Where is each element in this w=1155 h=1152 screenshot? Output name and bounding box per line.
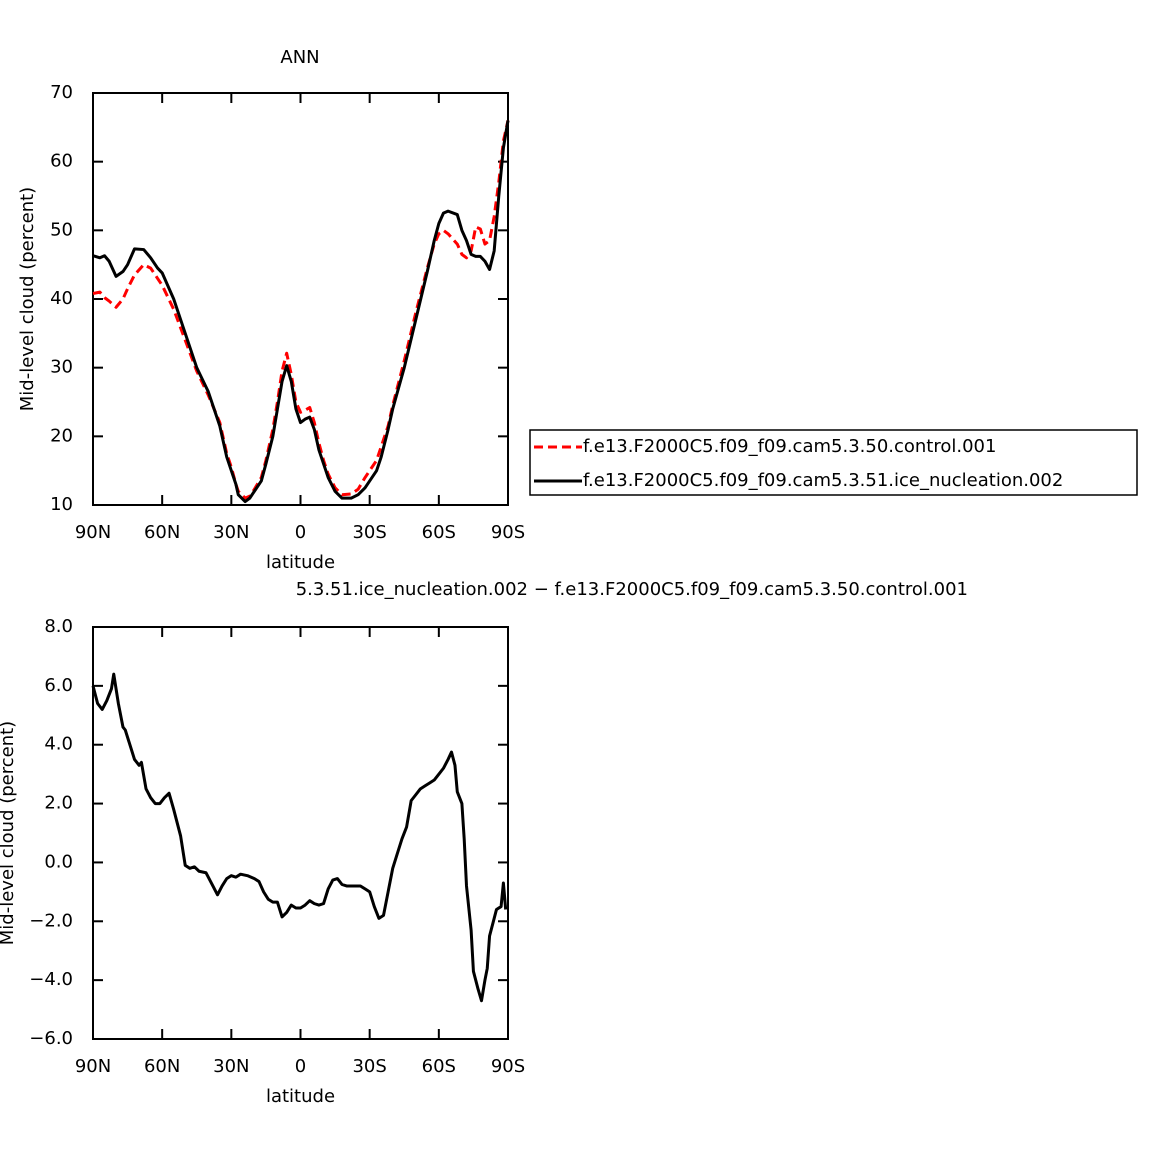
- x-tick-label: 0: [295, 522, 306, 543]
- x-tick-label: 30S: [352, 1056, 386, 1077]
- y-tick-label: 40: [50, 288, 73, 309]
- y-tick-label: −4.0: [29, 969, 73, 990]
- y-tick-label: 10: [50, 494, 73, 515]
- x-axis-label: latitude: [266, 1086, 335, 1107]
- x-tick-label: 30N: [213, 1056, 249, 1077]
- x-axis-label: latitude: [266, 552, 335, 573]
- legend-label: f.e13.F2000C5.f09_f09.cam5.3.51.ice_nucl…: [583, 470, 1063, 491]
- chart-title: ANN: [280, 47, 319, 68]
- y-tick-label: 20: [50, 425, 73, 446]
- y-tick-label: 6.0: [44, 675, 73, 696]
- x-tick-label: 60S: [422, 1056, 456, 1077]
- x-tick-label: 90S: [491, 1056, 525, 1077]
- x-tick-label: 30S: [352, 522, 386, 543]
- y-tick-label: 0.0: [44, 851, 73, 872]
- x-tick-label: 90N: [75, 522, 111, 543]
- x-tick-label: 60N: [144, 522, 180, 543]
- x-tick-label: 60N: [144, 1056, 180, 1077]
- y-tick-label: 50: [50, 219, 73, 240]
- y-tick-label: 70: [50, 82, 73, 103]
- x-tick-label: 0: [295, 1056, 306, 1077]
- y-axis-label: Mid-level cloud (percent): [0, 721, 18, 945]
- chart-title: 5.3.51.ice_nucleation.002 − f.e13.F2000C…: [296, 579, 968, 600]
- legend-label: f.e13.F2000C5.f09_f09.cam5.3.50.control.…: [583, 436, 996, 457]
- data-line: [92, 120, 510, 500]
- data-line: [91, 672, 508, 1003]
- x-tick-label: 30N: [213, 522, 249, 543]
- y-tick-label: 8.0: [44, 616, 73, 637]
- y-tick-label: −2.0: [29, 910, 73, 931]
- y-tick-label: 30: [50, 357, 73, 378]
- plot-frame: [92, 92, 509, 506]
- x-tick-label: 60S: [422, 522, 456, 543]
- x-tick-label: 90S: [491, 522, 525, 543]
- y-axis-label: Mid-level cloud (percent): [17, 187, 38, 411]
- data-line: [92, 120, 510, 504]
- y-tick-label: −6.0: [29, 1028, 73, 1049]
- y-tick-label: 60: [50, 151, 73, 172]
- legend-box: [529, 429, 1138, 496]
- y-tick-label: 4.0: [44, 734, 73, 755]
- y-tick-label: 2.0: [44, 793, 73, 814]
- plot-frame: [92, 626, 509, 1040]
- x-tick-label: 90N: [75, 1056, 111, 1077]
